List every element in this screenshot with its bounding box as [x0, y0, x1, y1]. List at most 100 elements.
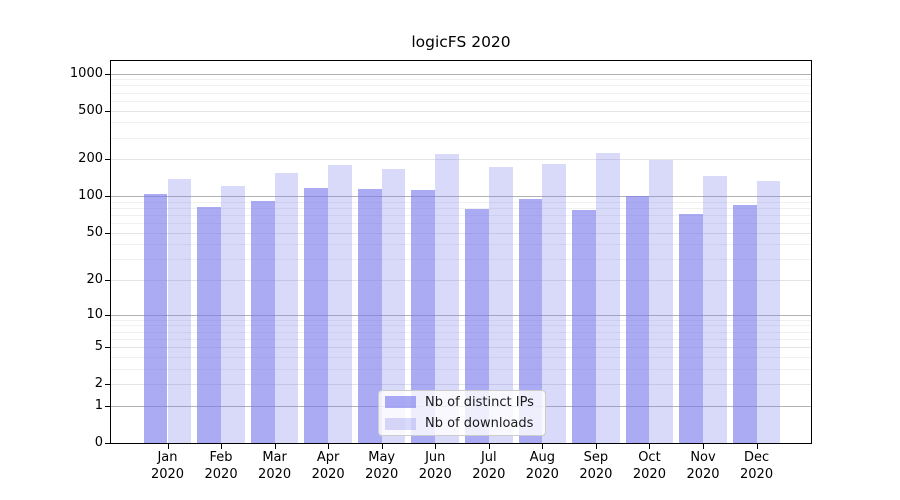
bar-downloads — [274, 172, 299, 443]
bar-downloads — [595, 153, 620, 443]
bar-downloads — [756, 181, 781, 443]
bar-downloads — [542, 164, 567, 443]
bar-distinct-ips — [465, 209, 489, 443]
x-tick-label: Oct 2020 — [632, 450, 666, 482]
x-tick-mark — [328, 444, 330, 449]
gridline — [111, 110, 811, 112]
legend-item-distinct-ips: Nb of distinct IPs — [385, 393, 539, 412]
gridline-minor — [111, 338, 811, 340]
gridline-minor — [111, 244, 811, 246]
chart-title: logicFS 2020 — [411, 33, 511, 51]
plot-area — [110, 60, 812, 444]
x-tick-mark — [488, 444, 490, 449]
x-tick-mark — [542, 444, 544, 449]
x-tick-mark — [221, 444, 223, 449]
x-tick-mark — [435, 444, 437, 449]
y-tick-mark — [105, 405, 110, 407]
gridline-minor — [111, 122, 811, 124]
y-tick-mark — [105, 232, 110, 234]
y-tick-label: 100 — [78, 188, 103, 204]
gridline-minor — [111, 356, 811, 358]
x-tick-mark — [595, 444, 597, 449]
bar-distinct-ips — [304, 188, 329, 443]
gridline-major — [111, 196, 811, 198]
y-tick-mark — [105, 443, 110, 444]
x-tick-label: Feb 2020 — [204, 450, 238, 482]
gridline — [111, 232, 811, 234]
gridline-minor — [111, 137, 811, 139]
gridline-minor — [111, 319, 811, 321]
gridline-minor — [111, 259, 811, 261]
y-tick-mark — [105, 159, 110, 161]
y-tick-label: 200 — [78, 151, 103, 167]
legend-label-downloads: Nb of downloads — [425, 416, 534, 432]
gridline-major — [111, 73, 811, 75]
bar-distinct-ips — [518, 199, 543, 443]
gridline-minor — [111, 100, 811, 102]
legend-item-downloads: Nb of downloads — [385, 415, 539, 434]
legend-swatch-downloads — [385, 417, 416, 430]
gridline-minor — [111, 368, 811, 370]
x-tick-label: Sep 2020 — [579, 450, 613, 482]
bar-downloads — [649, 159, 674, 443]
legend-label-distinct-ips: Nb of distinct IPs — [425, 394, 534, 410]
bar-distinct-ips — [411, 190, 436, 443]
bar-distinct-ips — [143, 194, 168, 443]
x-tick-mark — [703, 444, 704, 449]
y-tick-label: 10 — [86, 306, 103, 322]
bar-downloads — [381, 168, 406, 443]
x-tick-label: Aug 2020 — [525, 450, 559, 482]
y-tick-mark — [105, 73, 110, 75]
y-tick-label: 5 — [94, 339, 103, 355]
x-tick-mark — [167, 444, 169, 449]
bar-downloads — [167, 179, 192, 443]
bar-distinct-ips — [572, 209, 596, 443]
x-tick-label: Jan 2020 — [150, 450, 185, 482]
gridline-minor — [111, 201, 811, 203]
y-tick-mark — [105, 196, 110, 198]
x-tick-mark — [274, 444, 276, 449]
gridline-minor — [111, 223, 811, 225]
gridline-minor — [111, 79, 811, 81]
x-tick-mark — [649, 444, 651, 449]
y-tick-mark — [105, 110, 110, 112]
x-tick-label: Nov 2020 — [686, 450, 720, 482]
y-tick-label: 1000 — [69, 65, 103, 81]
y-tick-mark — [105, 280, 110, 282]
gridline — [111, 384, 811, 386]
y-tick-mark — [105, 384, 110, 386]
gridline-minor — [111, 331, 811, 333]
bar-downloads — [435, 154, 460, 443]
bar-downloads — [703, 176, 727, 443]
x-tick-label: May 2020 — [365, 450, 399, 482]
gridline-minor — [111, 325, 811, 327]
y-tick-mark — [105, 347, 110, 349]
y-tick-label: 1 — [94, 397, 103, 413]
gridline — [111, 347, 811, 349]
y-tick-mark — [105, 314, 110, 316]
x-tick-label: Apr 2020 — [311, 450, 345, 482]
y-tick-label: 0 — [94, 435, 103, 450]
x-tick-label: Jul 2020 — [472, 450, 506, 482]
bar-distinct-ips — [357, 188, 382, 443]
y-tick-label: 20 — [86, 272, 103, 288]
bar-distinct-ips — [625, 196, 650, 443]
bar-distinct-ips — [197, 207, 222, 443]
x-tick-label: Dec 2020 — [740, 450, 774, 482]
x-tick-label: Jun 2020 — [418, 450, 452, 482]
y-tick-label: 50 — [86, 224, 103, 240]
bar-distinct-ips — [679, 213, 703, 443]
x-tick-mark — [756, 444, 758, 449]
legend-swatch-distinct-ips — [385, 396, 416, 409]
bar-distinct-ips — [732, 205, 757, 443]
bar-downloads — [488, 167, 513, 443]
bar-distinct-ips — [250, 200, 275, 443]
y-tick-label: 500 — [78, 102, 103, 118]
gridline — [111, 159, 811, 161]
bar-downloads — [221, 186, 245, 443]
x-tick-mark — [381, 444, 383, 449]
gridline-minor — [111, 92, 811, 94]
bar-downloads — [328, 164, 352, 443]
gridline-minor — [111, 85, 811, 87]
